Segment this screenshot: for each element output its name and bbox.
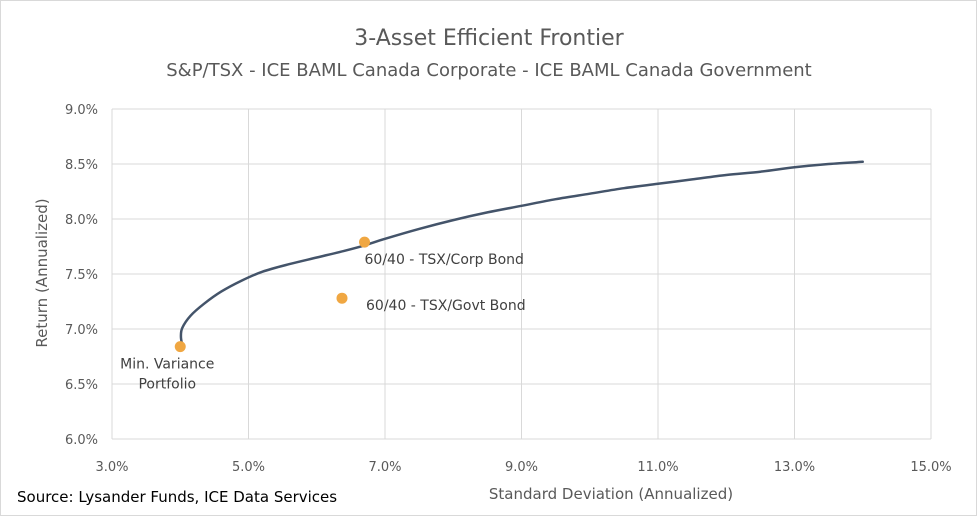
x-tick-label: 3.0% (95, 460, 128, 475)
point-marker (336, 292, 348, 304)
point-marker (359, 236, 371, 248)
chart-title: 3-Asset Efficient Frontier (354, 26, 624, 51)
y-tick-label: 8.0% (65, 213, 98, 228)
tick-labels: 3.0% 5.0% 7.0% 9.0% 11.0% 13.0% 15.0% 6.0% 6.5% 7… (65, 103, 952, 475)
x-tick-label: 11.0% (637, 460, 678, 475)
point-label: 60/40 - TSX/Corp Bond (365, 252, 524, 268)
source-note: Source: Lysander Funds, ICE Data Service… (17, 488, 337, 506)
chart-subtitle: S&P/TSX - ICE BAML Canada Corporate - IC… (166, 60, 812, 81)
point-marker (174, 341, 186, 353)
y-tick-label: 6.0% (65, 433, 98, 448)
efficient-frontier-line (179, 160, 864, 347)
point-label: Portfolio (138, 377, 196, 393)
x-axis-title: Standard Deviation (Annualized) (489, 485, 733, 503)
x-tick-label: 7.0% (368, 460, 401, 475)
point-label: 60/40 - TSX/Govt Bond (366, 298, 526, 314)
highlighted-points: Min. Variance Portfolio 60/40 - TSX/Corp B… (120, 236, 526, 393)
y-axis-title: Return (Annualized) (33, 198, 51, 347)
point-label: Min. Variance (120, 357, 214, 373)
x-tick-label: 5.0% (232, 460, 265, 475)
gridlines (111, 108, 932, 440)
x-tick-label: 15.0% (910, 460, 951, 475)
y-tick-label: 8.5% (65, 158, 98, 173)
x-tick-label: 9.0% (505, 460, 538, 475)
x-tick-label: 13.0% (774, 460, 815, 475)
y-tick-label: 7.0% (65, 323, 98, 338)
y-tick-label: 9.0% (65, 103, 98, 118)
y-tick-label: 7.5% (65, 268, 98, 283)
y-tick-label: 6.5% (65, 378, 98, 393)
series (179, 160, 864, 347)
